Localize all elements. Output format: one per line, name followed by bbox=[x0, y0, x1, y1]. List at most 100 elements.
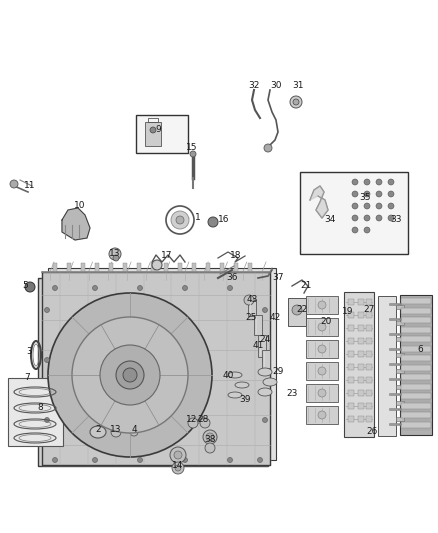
Text: 34: 34 bbox=[324, 215, 336, 224]
Circle shape bbox=[352, 179, 358, 185]
Text: 35: 35 bbox=[359, 193, 371, 203]
Circle shape bbox=[352, 215, 358, 221]
Text: 40: 40 bbox=[223, 370, 234, 379]
Circle shape bbox=[116, 361, 144, 389]
Bar bbox=[358, 299, 364, 305]
Ellipse shape bbox=[228, 392, 242, 398]
Bar bbox=[401, 327, 431, 333]
Bar bbox=[401, 317, 431, 323]
Circle shape bbox=[262, 417, 268, 423]
Text: 12: 12 bbox=[186, 416, 198, 424]
Text: 1: 1 bbox=[195, 214, 201, 222]
Ellipse shape bbox=[90, 426, 106, 438]
Text: 19: 19 bbox=[342, 308, 354, 317]
Text: 27: 27 bbox=[363, 305, 374, 314]
Text: 28: 28 bbox=[197, 416, 208, 424]
Circle shape bbox=[262, 308, 268, 312]
Circle shape bbox=[45, 417, 49, 423]
Bar bbox=[400, 295, 432, 435]
Polygon shape bbox=[62, 208, 90, 240]
Bar bbox=[348, 299, 354, 305]
Text: 42: 42 bbox=[269, 313, 281, 322]
FancyBboxPatch shape bbox=[81, 263, 85, 272]
Bar bbox=[366, 416, 372, 422]
Bar bbox=[8, 378, 63, 446]
Circle shape bbox=[318, 389, 326, 397]
Bar bbox=[306, 340, 338, 358]
Bar bbox=[348, 325, 354, 331]
Circle shape bbox=[206, 433, 214, 441]
Circle shape bbox=[364, 191, 370, 197]
Bar bbox=[358, 325, 364, 331]
Text: 21: 21 bbox=[300, 280, 312, 289]
Circle shape bbox=[388, 179, 394, 185]
FancyBboxPatch shape bbox=[109, 263, 113, 272]
Bar bbox=[348, 364, 354, 370]
FancyBboxPatch shape bbox=[192, 263, 196, 272]
Bar bbox=[348, 416, 354, 422]
Circle shape bbox=[150, 127, 156, 133]
Circle shape bbox=[123, 368, 137, 382]
Bar bbox=[396, 305, 404, 309]
Bar bbox=[358, 338, 364, 344]
Bar bbox=[358, 377, 364, 383]
Circle shape bbox=[152, 260, 162, 270]
Bar bbox=[401, 355, 431, 361]
Bar bbox=[401, 365, 431, 370]
Text: 3: 3 bbox=[26, 348, 32, 357]
Bar bbox=[366, 325, 372, 331]
Circle shape bbox=[109, 248, 121, 260]
Circle shape bbox=[388, 215, 394, 221]
Text: 41: 41 bbox=[252, 341, 264, 350]
Circle shape bbox=[111, 427, 121, 437]
Bar bbox=[378, 296, 396, 436]
Bar bbox=[396, 401, 404, 405]
Text: 14: 14 bbox=[172, 462, 184, 471]
Circle shape bbox=[244, 295, 254, 305]
Circle shape bbox=[318, 367, 326, 375]
Bar bbox=[358, 312, 364, 318]
Circle shape bbox=[183, 286, 187, 290]
Bar bbox=[358, 351, 364, 357]
Bar bbox=[358, 364, 364, 370]
Bar bbox=[401, 308, 431, 313]
Circle shape bbox=[376, 179, 382, 185]
Bar bbox=[401, 393, 431, 399]
Text: 26: 26 bbox=[366, 427, 378, 437]
Text: 37: 37 bbox=[272, 272, 284, 281]
Bar bbox=[401, 422, 431, 427]
Circle shape bbox=[53, 286, 57, 290]
Circle shape bbox=[183, 457, 187, 463]
Bar bbox=[396, 417, 404, 421]
Text: 22: 22 bbox=[297, 305, 307, 314]
Bar bbox=[401, 345, 431, 351]
Text: 33: 33 bbox=[390, 215, 402, 224]
Bar bbox=[306, 384, 338, 402]
Bar bbox=[366, 351, 372, 357]
Text: 20: 20 bbox=[320, 318, 332, 327]
FancyBboxPatch shape bbox=[248, 263, 252, 272]
Bar bbox=[306, 296, 338, 314]
Circle shape bbox=[113, 255, 119, 261]
FancyBboxPatch shape bbox=[48, 268, 276, 460]
Bar bbox=[366, 403, 372, 409]
FancyBboxPatch shape bbox=[234, 263, 238, 272]
Bar bbox=[258, 335, 266, 357]
Text: 2: 2 bbox=[95, 425, 101, 434]
Circle shape bbox=[258, 457, 262, 463]
Bar bbox=[254, 315, 262, 335]
Polygon shape bbox=[310, 186, 328, 218]
Ellipse shape bbox=[258, 368, 272, 376]
Circle shape bbox=[318, 301, 326, 309]
Circle shape bbox=[53, 457, 57, 463]
Circle shape bbox=[376, 215, 382, 221]
Ellipse shape bbox=[263, 378, 277, 386]
Text: 18: 18 bbox=[230, 251, 241, 260]
Circle shape bbox=[208, 217, 218, 227]
Circle shape bbox=[293, 99, 299, 105]
Circle shape bbox=[292, 305, 302, 315]
Circle shape bbox=[188, 418, 198, 428]
Circle shape bbox=[364, 215, 370, 221]
Bar bbox=[396, 321, 404, 325]
Circle shape bbox=[364, 179, 370, 185]
